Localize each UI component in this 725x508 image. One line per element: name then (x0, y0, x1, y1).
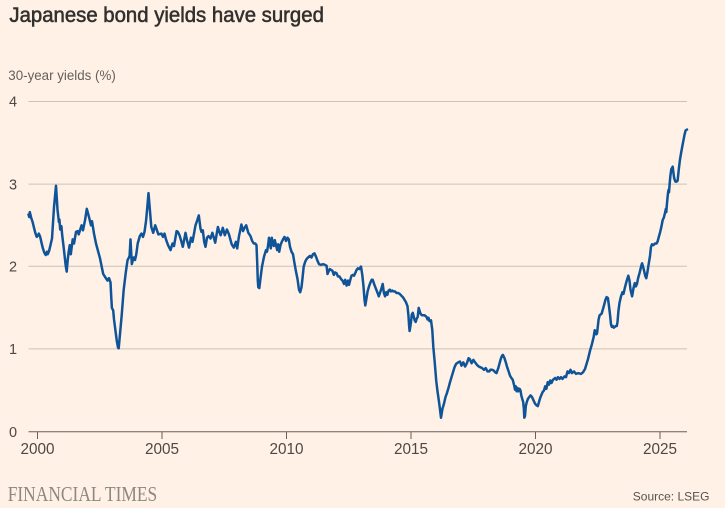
svg-text:2005: 2005 (145, 441, 179, 458)
svg-text:1: 1 (9, 342, 17, 358)
svg-text:Japanese bond yields have surg: Japanese bond yields have surged (9, 4, 324, 27)
svg-text:Source: LSEG: Source: LSEG (633, 489, 710, 503)
svg-text:2015: 2015 (394, 441, 428, 458)
svg-text:4: 4 (9, 95, 17, 111)
svg-text:3: 3 (9, 177, 17, 193)
svg-text:30-year yields (%): 30-year yields (%) (8, 68, 116, 83)
svg-text:0: 0 (9, 425, 17, 441)
svg-text:2020: 2020 (518, 441, 552, 458)
svg-text:2000: 2000 (20, 441, 54, 458)
svg-text:2: 2 (9, 259, 17, 275)
svg-text:2010: 2010 (269, 441, 303, 458)
svg-text:FINANCIAL TIMES: FINANCIAL TIMES (8, 482, 158, 506)
svg-text:2025: 2025 (643, 441, 677, 458)
